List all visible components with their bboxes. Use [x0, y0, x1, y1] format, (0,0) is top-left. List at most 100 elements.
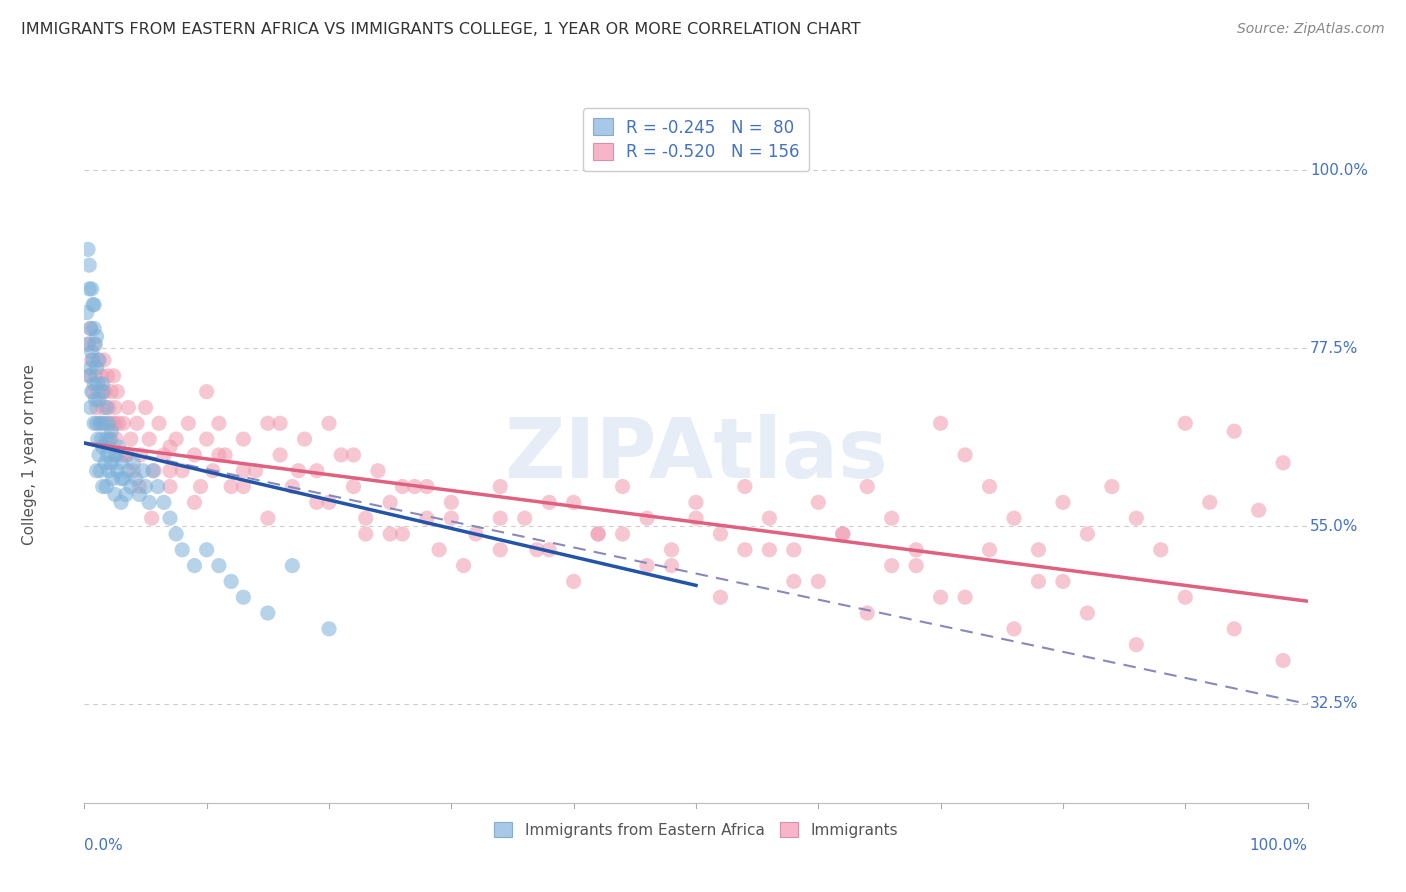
Point [86, 361, 108, 376]
Point [83, 337, 105, 351]
Text: Source: ZipAtlas.com: Source: ZipAtlas.com [1237, 22, 1385, 37]
Point [110, 448, 132, 462]
Point [80, 353, 103, 368]
Point [880, 558, 903, 573]
Point [1028, 574, 1050, 589]
Point [77, 368, 100, 383]
Point [100, 456, 122, 470]
Point [142, 464, 165, 478]
Point [1272, 456, 1295, 470]
Text: 100.0%: 100.0% [1310, 163, 1368, 178]
Point [190, 479, 212, 493]
Point [110, 472, 132, 486]
Point [159, 479, 181, 493]
Point [208, 417, 231, 431]
Point [612, 527, 634, 541]
Point [79, 321, 101, 335]
Point [929, 417, 952, 431]
Point [1002, 511, 1025, 525]
Point [87, 376, 110, 391]
Point [257, 511, 280, 525]
Point [104, 487, 127, 501]
Point [342, 479, 364, 493]
Point [104, 448, 127, 462]
Point [146, 479, 169, 493]
Point [96, 479, 118, 493]
Point [93, 353, 115, 368]
Point [129, 448, 152, 462]
Point [77, 282, 100, 296]
Point [305, 495, 328, 509]
Point [101, 472, 124, 486]
Point [269, 417, 291, 431]
Text: 0.0%: 0.0% [84, 838, 124, 853]
Point [183, 558, 205, 573]
Point [1247, 503, 1270, 517]
Point [86, 464, 108, 478]
Point [929, 591, 952, 605]
Point [87, 353, 110, 368]
Point [513, 511, 536, 525]
Point [91, 384, 114, 399]
Point [94, 456, 117, 470]
Point [83, 321, 105, 335]
Point [1076, 606, 1098, 620]
Point [953, 591, 976, 605]
Legend: Immigrants from Eastern Africa, Immigrants: Immigrants from Eastern Africa, Immigran… [488, 815, 904, 844]
Point [120, 432, 142, 446]
Point [905, 558, 928, 573]
Point [77, 258, 100, 272]
Point [354, 527, 377, 541]
Point [115, 448, 138, 462]
Point [94, 384, 117, 399]
Point [416, 511, 439, 525]
Point [1272, 653, 1295, 667]
Point [89, 464, 111, 478]
Point [105, 384, 128, 399]
Point [153, 495, 176, 509]
Point [117, 464, 139, 478]
Point [91, 401, 114, 415]
Point [177, 417, 200, 431]
Point [77, 243, 100, 257]
Point [979, 479, 1001, 493]
Point [636, 511, 658, 525]
Point [856, 606, 879, 620]
Point [165, 527, 187, 541]
Point [734, 479, 756, 493]
Point [526, 542, 548, 557]
Point [132, 464, 155, 478]
Point [110, 456, 132, 470]
Point [120, 479, 142, 493]
Point [489, 479, 512, 493]
Point [661, 558, 683, 573]
Point [84, 368, 107, 383]
Point [87, 448, 110, 462]
Point [783, 574, 806, 589]
Point [89, 417, 111, 431]
Point [354, 511, 377, 525]
Point [98, 432, 121, 446]
Point [464, 527, 486, 541]
Point [1150, 542, 1173, 557]
Point [1174, 417, 1197, 431]
Point [404, 479, 426, 493]
Point [122, 464, 145, 478]
Point [91, 376, 114, 391]
Point [82, 353, 104, 368]
Point [281, 558, 304, 573]
Point [380, 495, 402, 509]
Point [538, 495, 561, 509]
Point [257, 417, 280, 431]
Point [97, 464, 120, 478]
Text: 100.0%: 100.0% [1250, 838, 1308, 853]
Point [208, 558, 231, 573]
Point [734, 542, 756, 557]
Point [87, 384, 110, 399]
Point [807, 495, 830, 509]
Point [709, 527, 731, 541]
Point [758, 511, 780, 525]
Point [440, 511, 463, 525]
Point [1002, 622, 1025, 636]
Point [83, 417, 105, 431]
